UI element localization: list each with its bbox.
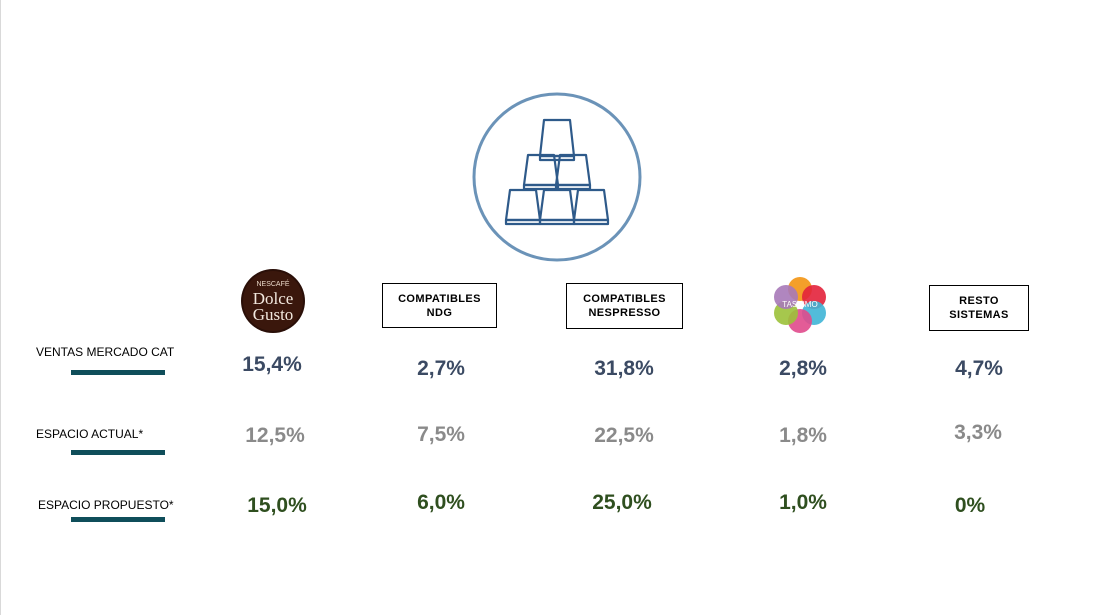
row-underline-actual <box>71 450 165 455</box>
value-actual-compatibles-nespresso: 22,5% <box>594 424 654 447</box>
left-border <box>0 0 1 615</box>
value-ventas-compatibles-nespresso: 31,8% <box>594 357 654 380</box>
row-underline-ventas <box>71 370 165 375</box>
value-actual-dolce-gusto: 12,5% <box>245 424 305 447</box>
dolce-gusto-logo: NESCAFÉ Dolce Gusto <box>241 269 305 333</box>
tassimo-logo: TASSIMO <box>774 277 826 333</box>
value-ventas-compatibles-ndg: 2,7% <box>417 357 465 380</box>
brand-compatibles-nespresso: COMPATIBLES NESPRESSO <box>566 283 683 329</box>
value-propuesto-compatibles-ndg: 6,0% <box>417 491 465 514</box>
dolce-gusto-logo-line1: NESCAFÉ <box>256 279 289 288</box>
value-ventas-dolce-gusto: 15,4% <box>242 353 302 376</box>
row-label-propuesto: ESPACIO PROPUESTO* <box>38 498 174 512</box>
value-propuesto-dolce-gusto: 15,0% <box>247 494 307 517</box>
row-underline-propuesto <box>71 517 165 522</box>
tassimo-logo-text: TASSIMO <box>782 300 817 309</box>
value-actual-compatibles-ndg: 7,5% <box>417 423 465 446</box>
dolce-gusto-logo-line3: Gusto <box>253 305 294 324</box>
value-ventas-tassimo: 2,8% <box>779 357 827 380</box>
dolce-gusto-logo-line2: Dolce <box>253 289 294 308</box>
value-propuesto-compatibles-nespresso: 25,0% <box>592 491 652 514</box>
row-label-actual: ESPACIO ACTUAL* <box>36 427 144 441</box>
brand-compatibles-ndg: COMPATIBLES NDG <box>382 283 497 328</box>
value-propuesto-resto-sistemas: 0% <box>954 494 986 517</box>
value-actual-tassimo: 1,8% <box>779 424 827 447</box>
value-actual-resto-sistemas: 3,3% <box>954 421 1002 444</box>
capsules-icon <box>472 92 642 262</box>
row-label-ventas: VENTAS MERCADO CAT <box>36 345 175 359</box>
brand-resto-sistemas: RESTO SISTEMAS <box>929 285 1029 331</box>
value-propuesto-tassimo: 1,0% <box>779 491 827 514</box>
value-ventas-resto-sistemas: 4,7% <box>955 357 1003 380</box>
